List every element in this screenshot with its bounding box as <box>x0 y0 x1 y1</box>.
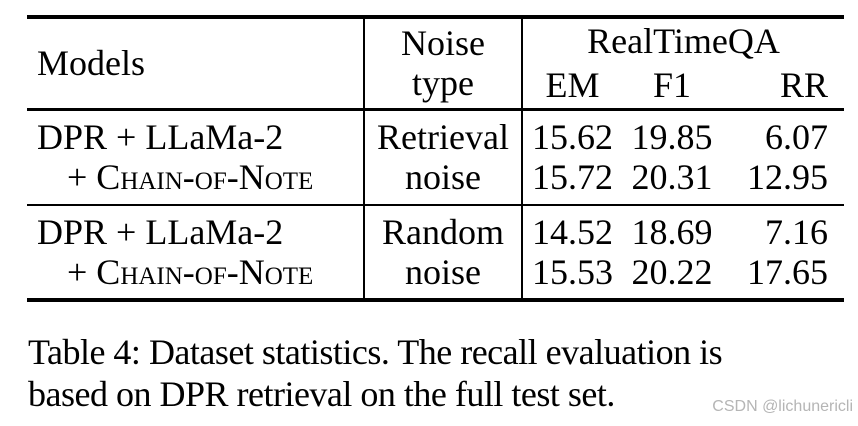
header-noise-type: Noise type <box>363 17 522 111</box>
table-caption: Table 4: Dataset statistics. The recall … <box>28 331 854 415</box>
table-row-retrieval-noise: DPR + LLaMa-2 + Chain-of-Note Retrieval … <box>27 109 844 206</box>
header-group-realtimeqa: RealTimeQA <box>521 17 844 63</box>
noise-type-line2: noise <box>405 157 481 198</box>
model-name-line1: DPR + LLaMa-2 <box>37 117 284 158</box>
header-col-f1: F1 <box>622 63 722 111</box>
caption-line1: Table 4: Dataset statistics. The recall … <box>28 332 723 372</box>
rr-cell: 7.16 17.65 <box>722 205 844 300</box>
results-table: Models Noise type RealTimeQA EM F1 RR DP… <box>27 15 844 302</box>
rr-value-line2: 12.95 <box>747 157 828 198</box>
f1-value-line1: 18.69 <box>631 212 713 252</box>
models-cell: DPR + LLaMa-2 + Chain-of-Note <box>27 109 364 206</box>
rr-cell: 6.07 12.95 <box>722 109 844 206</box>
f1-value-line1: 19.85 <box>631 117 713 158</box>
em-value-line1: 14.52 <box>532 212 613 252</box>
model-name-line2: + Chain-of-Note <box>67 252 314 292</box>
caption-line2: based on DPR retrieval on the full test … <box>28 374 615 414</box>
f1-value-line2: 20.22 <box>631 252 713 292</box>
em-value-line2: 15.72 <box>532 157 613 198</box>
f1-cell: 19.85 20.31 <box>622 109 722 206</box>
csdn-watermark: CSDN @lichunericli <box>712 398 853 415</box>
header-col-rr: RR <box>722 63 844 111</box>
header-noise-line2: type <box>412 63 474 104</box>
noise-type-cell: Retrieval noise <box>363 109 522 206</box>
f1-cell: 18.69 20.22 <box>622 205 722 300</box>
table-row-random-noise: DPR + LLaMa-2 + Chain-of-Note Random noi… <box>27 205 844 300</box>
header-col-em: EM <box>521 63 622 111</box>
rr-value-line2: 17.65 <box>747 252 828 292</box>
header-models: Models <box>27 17 364 111</box>
noise-type-line2: noise <box>405 252 481 292</box>
header-noise-line1: Noise <box>401 23 485 64</box>
rr-value-line1: 6.07 <box>765 117 828 158</box>
rr-value-line1: 7.16 <box>765 212 828 252</box>
model-name-line2: + Chain-of-Note <box>67 157 314 198</box>
noise-type-cell: Random noise <box>363 205 522 300</box>
em-cell: 14.52 15.53 <box>521 205 622 300</box>
em-value-line2: 15.53 <box>532 252 613 292</box>
noise-type-line1: Random <box>382 212 504 252</box>
f1-value-line2: 20.31 <box>631 157 713 198</box>
models-cell: DPR + LLaMa-2 + Chain-of-Note <box>27 205 364 300</box>
em-value-line1: 15.62 <box>532 117 613 158</box>
noise-type-line1: Retrieval <box>377 117 509 158</box>
model-name-line1: DPR + LLaMa-2 <box>37 212 284 252</box>
em-cell: 15.62 15.72 <box>521 109 622 206</box>
